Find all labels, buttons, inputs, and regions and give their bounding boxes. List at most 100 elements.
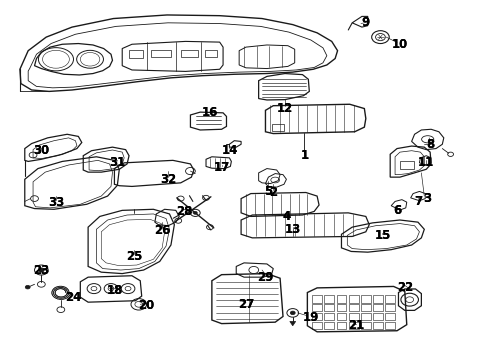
Circle shape [194,211,197,214]
Text: 3: 3 [424,192,432,205]
Text: 19: 19 [303,311,319,324]
Bar [337,304,346,311]
Text: 17: 17 [214,161,230,174]
Bar [349,304,359,311]
Text: 25: 25 [126,250,142,263]
Bar [361,296,371,302]
Text: 21: 21 [348,319,364,332]
Bar [373,322,383,329]
Bar [337,313,346,320]
Text: 20: 20 [139,299,155,312]
Bar [324,296,334,302]
Text: 32: 32 [160,173,176,186]
Text: 33: 33 [48,195,64,209]
Text: 26: 26 [154,224,171,237]
Text: 4: 4 [282,210,291,223]
Text: 6: 6 [393,204,401,217]
Polygon shape [290,321,295,326]
Text: 2: 2 [269,186,277,199]
Bar [385,304,395,311]
Text: 6: 6 [393,204,401,217]
Text: 30: 30 [33,144,49,157]
Text: 18: 18 [106,284,122,297]
Text: 7: 7 [414,195,422,208]
Bar [373,313,383,320]
Bar [385,313,395,320]
Bar [205,50,217,57]
Text: 24: 24 [65,291,82,304]
Text: 27: 27 [238,298,254,311]
Text: 15: 15 [374,229,391,242]
Text: 9: 9 [362,16,370,29]
Bar [312,313,322,320]
Text: 28: 28 [176,205,192,218]
Bar [361,313,371,320]
Text: 31: 31 [109,156,125,169]
Text: 4: 4 [282,210,291,223]
Text: 29: 29 [257,271,273,284]
Text: 20: 20 [139,299,155,312]
Text: 8: 8 [426,138,434,151]
Text: 9: 9 [362,16,370,29]
Bar [361,304,371,311]
Bar [385,296,395,302]
Bar [373,296,383,302]
Bar [361,322,371,329]
Circle shape [25,285,30,289]
Text: 8: 8 [426,138,434,151]
Text: 13: 13 [285,223,301,236]
Text: 21: 21 [348,319,364,332]
Text: 19: 19 [303,311,319,324]
Bar [337,296,346,302]
Text: 1: 1 [300,149,309,162]
Bar [385,322,395,329]
Text: 30: 30 [33,144,49,157]
Bar [181,50,198,57]
Bar [312,296,322,302]
Text: 32: 32 [160,173,176,186]
Bar [324,322,334,329]
Text: 26: 26 [154,224,171,237]
Text: 13: 13 [285,223,301,236]
Text: 31: 31 [109,156,125,169]
Text: 28: 28 [176,205,192,218]
Text: 23: 23 [33,264,49,276]
Text: 5: 5 [264,185,272,198]
Bar [312,322,322,329]
Bar [312,304,322,311]
Text: 27: 27 [238,298,254,311]
Text: 25: 25 [126,250,142,263]
Bar [272,124,284,131]
Circle shape [290,311,295,315]
Text: 12: 12 [277,102,293,115]
Text: 29: 29 [257,271,273,284]
Text: 11: 11 [418,156,434,169]
Text: 5: 5 [264,185,272,198]
Bar [151,50,171,57]
Bar [349,296,359,302]
Text: 10: 10 [392,38,408,51]
Bar [324,304,334,311]
Bar [129,50,143,58]
Bar [349,313,359,320]
Bar [373,304,383,311]
Text: 10: 10 [392,38,408,51]
Text: 16: 16 [202,106,218,120]
Text: 16: 16 [202,106,218,120]
Text: 11: 11 [418,156,434,169]
Bar [324,313,334,320]
Text: 1: 1 [300,149,309,162]
Bar [400,161,414,168]
Bar [349,322,359,329]
Bar [337,322,346,329]
Text: 33: 33 [48,195,64,209]
Text: 23: 23 [33,264,49,276]
Text: 18: 18 [106,284,122,297]
Text: 2: 2 [269,186,277,199]
Circle shape [38,268,44,272]
Text: 22: 22 [397,281,413,294]
Text: 14: 14 [221,144,238,157]
Text: 22: 22 [397,281,413,294]
Text: 14: 14 [221,144,238,157]
Text: 24: 24 [65,291,82,304]
